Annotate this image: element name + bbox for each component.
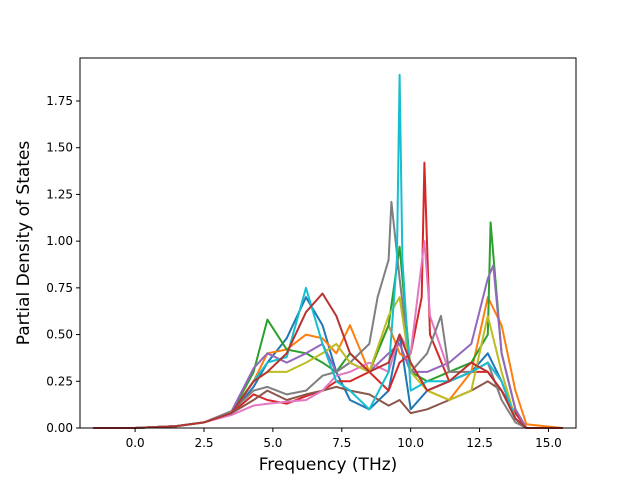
x-axis-ticks: 0.0 2.5 5.0 7.5 10.0 12.5 15.0 [126,428,562,450]
y-tick-label: 0.50 [46,328,73,342]
y-tick-label: 1.00 [46,234,73,248]
series-layer [92,73,564,429]
y-tick-label: 0.00 [46,421,73,435]
y-tick-label: 0.25 [46,374,73,388]
series-line-3 [92,221,564,429]
y-tick-label: 1.50 [46,141,73,155]
y-axis-label: Partial Density of States [14,141,34,346]
x-tick-label: 2.5 [194,436,213,450]
x-tick-label: 0.0 [126,436,145,450]
x-tick-label: 12.5 [466,436,493,450]
series-line-6 [92,380,564,429]
x-tick-label: 15.0 [535,436,562,450]
x-axis-label: Frequency (THz) [259,455,398,475]
y-tick-label: 1.75 [46,94,73,108]
y-tick-label: 0.75 [46,281,73,295]
x-tick-label: 10.0 [397,436,424,450]
series-line-1 [92,296,564,429]
y-tick-label: 1.25 [46,187,73,201]
series-line-11 [92,292,564,429]
plot-area-frame [79,57,577,429]
x-tick-label: 7.5 [332,436,351,450]
x-tick-label: 5.0 [263,436,282,450]
y-axis-ticks: 0.00 0.25 0.50 0.75 1.00 1.25 1.50 1.75 [46,94,80,435]
